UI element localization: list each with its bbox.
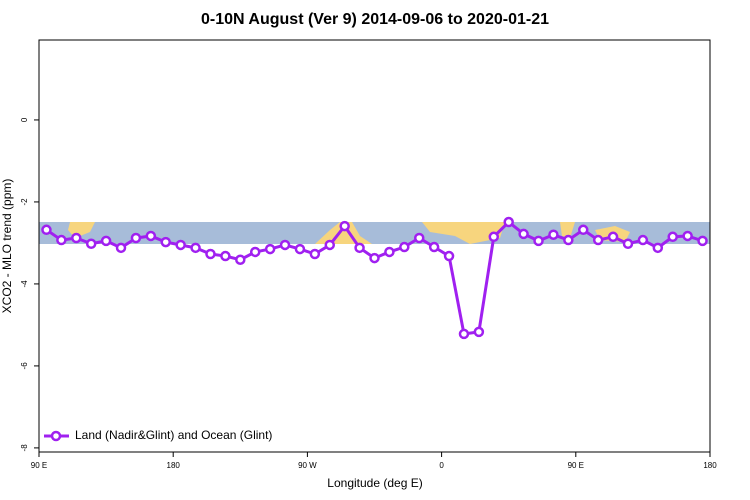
data-point [548, 229, 559, 240]
data-point [249, 246, 261, 258]
chart-title: 0-10N August (Ver 9) 2014-09-06 to 2020-… [201, 11, 549, 28]
data-point [324, 239, 336, 251]
data-point [160, 236, 171, 248]
x-tick-label: 180 [167, 461, 181, 470]
legend-label: Land (Nadir&Glint) and Ocean (Glint) [75, 428, 272, 442]
data-point [384, 246, 395, 258]
data-point [622, 238, 634, 249]
data-point [428, 241, 440, 253]
data-point [697, 235, 708, 247]
y-tick-label: -2 [20, 198, 29, 206]
plot-frame [38, 39, 711, 453]
data-point [473, 326, 485, 338]
x-tick-label: 90 E [31, 461, 47, 470]
y-tick-label: -8 [20, 444, 29, 452]
legend-marker [50, 430, 62, 442]
data-point [518, 228, 529, 240]
data-point [682, 230, 693, 242]
y-axis-label: XCO2 - MLO trend (ppm) [0, 179, 14, 314]
data-point [533, 235, 544, 247]
data-point [205, 248, 216, 260]
data-point [309, 248, 321, 260]
data-point [115, 242, 127, 254]
data-point [652, 242, 664, 254]
data-point [56, 234, 67, 246]
x-axis-label: Longitude (deg E) [327, 476, 422, 490]
x-tick-label: 0 [439, 461, 444, 470]
data-point [563, 234, 574, 246]
y-tick-label: -6 [20, 362, 29, 370]
data-point [637, 234, 649, 246]
y-tick-label: -4 [20, 280, 29, 288]
data-point [264, 243, 276, 255]
data-point [41, 224, 52, 236]
y-tick-label: 0 [20, 117, 29, 122]
data-point [503, 216, 514, 228]
data-point [145, 230, 157, 242]
data-point [71, 232, 82, 244]
data-point [369, 252, 380, 264]
data-point [458, 328, 470, 340]
data-point [294, 243, 306, 255]
data-point [578, 224, 589, 236]
x-tick-label: 90 E [568, 461, 584, 470]
data-point [592, 234, 604, 246]
data-point [100, 235, 112, 247]
data-point [413, 232, 425, 244]
data-point [399, 241, 410, 253]
data-point [85, 238, 97, 249]
data-point [354, 242, 365, 254]
data-point [279, 239, 291, 251]
data-point [130, 232, 142, 244]
data-point [488, 231, 500, 243]
data-point [190, 242, 201, 254]
data-point [235, 254, 246, 265]
x-tick-label: 180 [703, 461, 717, 470]
data-point [339, 220, 350, 232]
data-point [607, 231, 619, 243]
data-point [220, 250, 231, 262]
data-point [667, 231, 678, 243]
data-point [443, 250, 455, 262]
data-point [175, 239, 186, 251]
x-tick-label: 90 W [298, 461, 317, 470]
